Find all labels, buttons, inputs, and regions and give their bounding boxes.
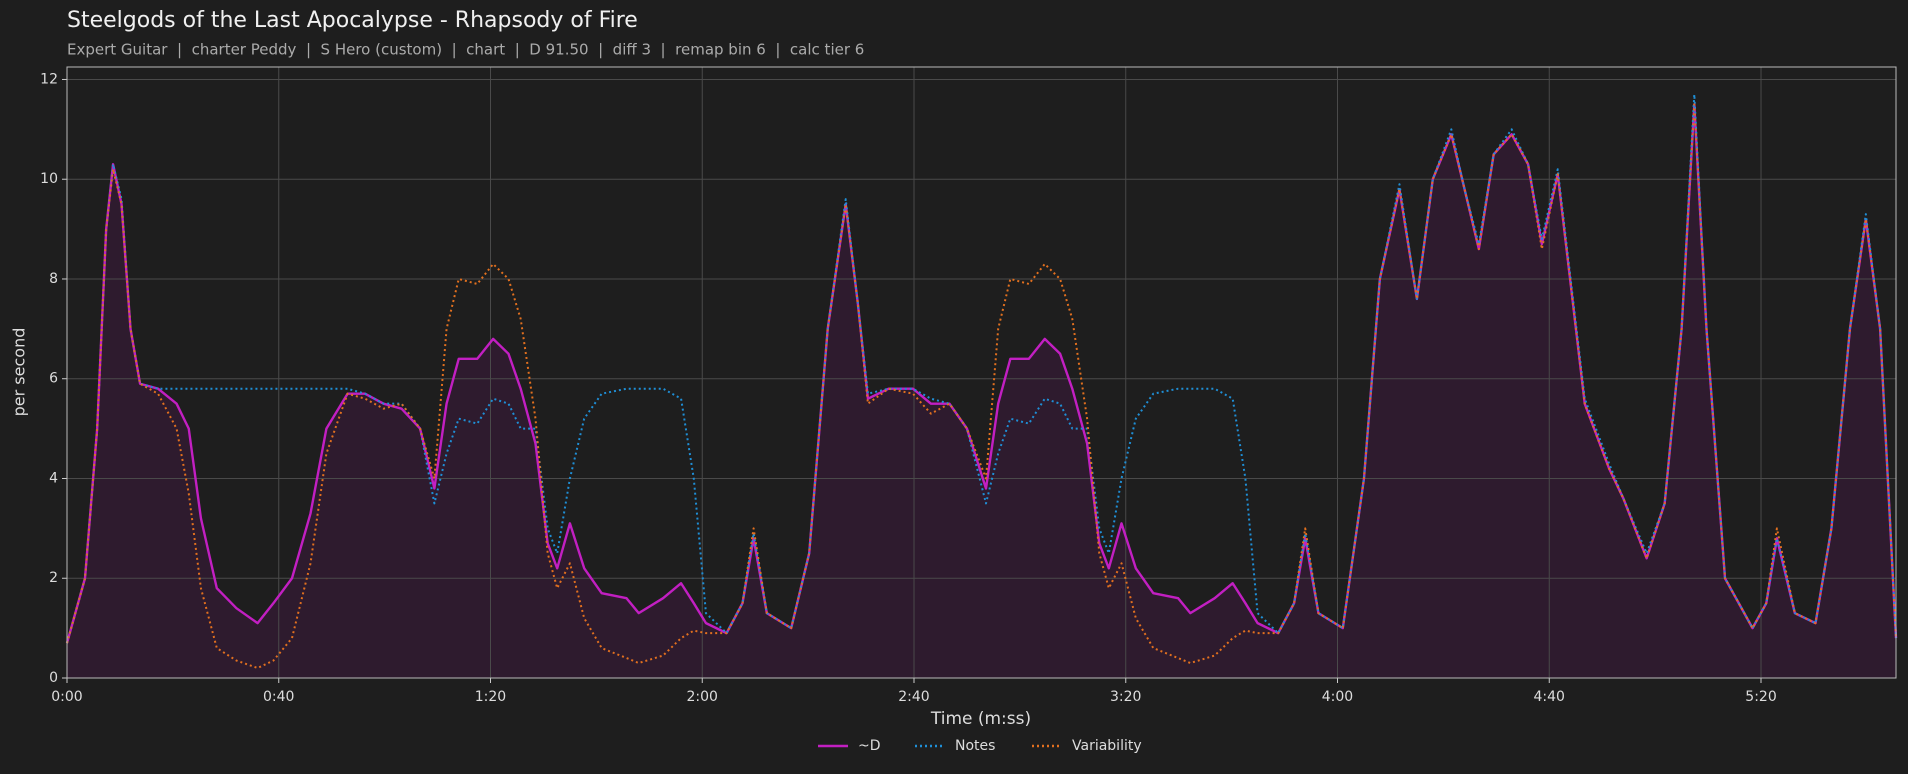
y-tick-label: 0 <box>49 670 58 686</box>
line-series <box>66 103 1897 670</box>
area <box>67 104 1896 679</box>
x-tick-label: 4:00 <box>1322 689 1353 705</box>
legend-label: Notes <box>955 738 995 754</box>
x-axis-label: Time (m:ss) <box>930 709 1031 729</box>
y-tick-label: 4 <box>49 470 58 486</box>
x-tick-label: 3:20 <box>1110 689 1141 705</box>
legend-label: ~D <box>858 738 881 754</box>
y-tick-label: 12 <box>40 71 58 87</box>
x-tick-label: 4:40 <box>1534 689 1565 705</box>
y-axis-label: per second <box>10 328 29 417</box>
x-tick-label: 2:40 <box>898 689 929 705</box>
y-tick-label: 8 <box>49 271 58 287</box>
x-tick-label: 0:40 <box>263 689 294 705</box>
x-tick-label: 1:20 <box>475 689 506 705</box>
chart-title: Steelgods of the Last Apocalypse - Rhaps… <box>67 8 638 33</box>
y-tick-label: 10 <box>40 171 58 187</box>
y-tick-label: 2 <box>49 570 58 586</box>
x-tick-label: 2:00 <box>687 689 718 705</box>
x-tick-label: 5:20 <box>1745 689 1776 705</box>
plot-frame <box>66 66 1897 679</box>
legend-label: Variability <box>1072 738 1142 754</box>
y-tick-label: 6 <box>49 371 58 387</box>
x-tick-label: 0:00 <box>51 689 82 705</box>
chart-subtitle: Expert Guitar | charter Peddy | S Hero (… <box>67 41 864 59</box>
line-series <box>66 93 1897 644</box>
